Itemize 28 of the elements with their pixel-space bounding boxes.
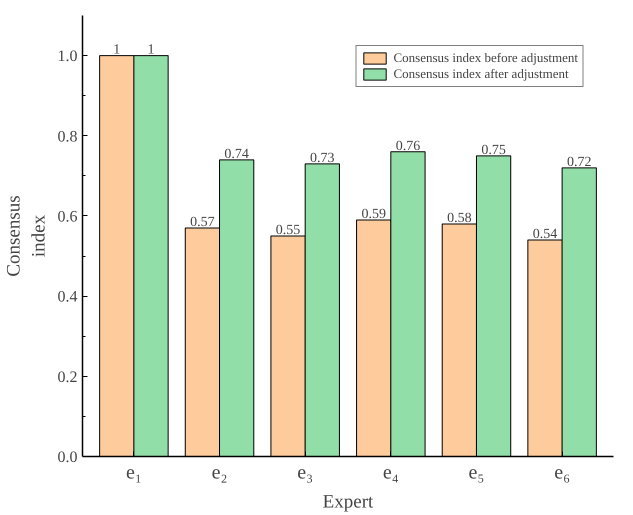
data-label: 0.74: [224, 146, 249, 162]
y-tick-label: 0.6: [58, 208, 78, 226]
y-tick-label: 1.0: [58, 48, 78, 66]
data-label: 0.75: [481, 142, 506, 158]
x-tick-label: e₅: [468, 462, 484, 484]
x-tick-label: e₁: [126, 462, 142, 484]
legend-label: Consensus index after adjustment: [394, 66, 569, 82]
y-axis-title: Consensus index: [3, 195, 50, 277]
y-tick-label: 0.2: [58, 368, 78, 386]
y-tick-label: 0.0: [58, 449, 78, 466]
data-label: 0.72: [566, 154, 592, 170]
data-label: 1: [148, 42, 155, 58]
y-tick-label: 0.4: [58, 288, 78, 306]
x-tick-label: e₄: [382, 462, 399, 484]
x-tick-label: e₆: [554, 462, 570, 484]
legend-label: Consensus index before adjustment: [394, 50, 578, 66]
data-label: 0.57: [190, 214, 215, 230]
data-label: 0.55: [276, 223, 300, 238]
data-label: 1: [113, 42, 120, 58]
data-label: 0.73: [310, 150, 335, 166]
data-label: 0.59: [361, 206, 386, 222]
data-label: 0.54: [532, 227, 558, 242]
x-axis-title: Expert: [322, 492, 374, 512]
data-label: 0.76: [396, 138, 420, 154]
y-tick-label: 0.8: [58, 128, 78, 146]
x-tick-label: e₂: [212, 462, 228, 484]
data-label: 0.58: [447, 210, 472, 226]
x-tick-label: e₃: [297, 462, 314, 484]
